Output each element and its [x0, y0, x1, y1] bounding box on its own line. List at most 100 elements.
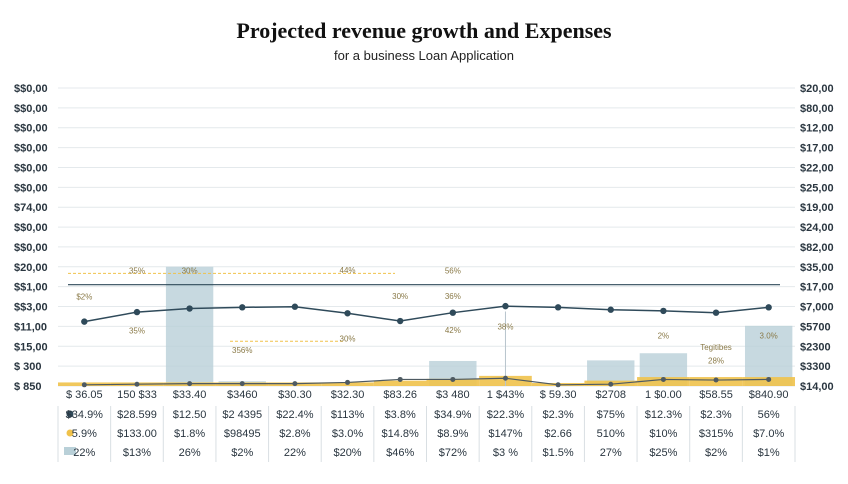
- revenue-point: [186, 305, 193, 312]
- table-cell: $2 4395: [222, 409, 262, 421]
- table-cell: 22%: [73, 447, 95, 459]
- chart-subtitle: for a business Loan Application: [334, 48, 514, 63]
- data-annotation: 42%: [445, 326, 461, 335]
- y-tick-label-right: $20,00: [800, 83, 834, 95]
- revenue-point: [396, 317, 404, 325]
- baseline-line: [84, 377, 769, 386]
- table-cell: $2%: [705, 447, 727, 459]
- y-tick-label-left: $ 300: [14, 361, 42, 373]
- y-tick-label-right: $17,00: [800, 143, 834, 155]
- table-cell: $75%: [597, 409, 625, 421]
- table-cell: 22%: [284, 447, 306, 459]
- data-annotation: 35%: [129, 327, 145, 336]
- y-tick-label-right: $17,00: [800, 282, 834, 294]
- x-tick-label: 1 $0.00: [645, 389, 682, 401]
- table-cell: $98495: [224, 428, 261, 440]
- table-cell: $34.9%: [434, 409, 472, 421]
- legend-expenses-marker: [66, 429, 74, 437]
- table-cell: 56%: [758, 409, 780, 421]
- table-cell: $7.0%: [753, 428, 784, 440]
- data-annotation: $2%: [76, 293, 92, 302]
- y-tick-label-left: $ 850: [14, 381, 42, 393]
- table-cell: $8.9%: [437, 428, 468, 440]
- data-annotation: 356%: [232, 346, 252, 355]
- table-cell: $10%: [649, 428, 677, 440]
- table-cell: $3 %: [493, 447, 518, 459]
- table-cell: $2.3%: [543, 409, 574, 421]
- x-tick-label: $3 480: [436, 389, 470, 401]
- table-cell: $133.00: [117, 428, 157, 440]
- table-cell: 26%: [179, 447, 201, 459]
- legend-loan-marker: [64, 447, 76, 455]
- y-tick-label-right: $7,000: [800, 302, 834, 314]
- y-tick-label-left: $74,00: [14, 202, 48, 214]
- revenue-point: [765, 304, 772, 311]
- baseline-point: [397, 376, 403, 382]
- x-tick-label: $33.40: [173, 389, 207, 401]
- x-tick-label: $32.30: [331, 389, 365, 401]
- table-cell: $13%: [123, 447, 151, 459]
- data-annotation: 38%: [497, 322, 513, 331]
- y-tick-label-right: $2300: [800, 341, 831, 353]
- chart-title: Projected revenue growth and Expenses: [236, 18, 612, 43]
- y-tick-label-right: $5700: [800, 321, 831, 333]
- y-tick-label-left: $$0,00: [14, 103, 48, 115]
- baseline-point: [292, 381, 298, 387]
- table-cell: $3.8%: [385, 409, 416, 421]
- revenue-point: [291, 303, 299, 310]
- data-annotation: 35%: [129, 266, 145, 275]
- data-annotation: 3.0%: [760, 331, 778, 340]
- table-cell: $22.4%: [276, 409, 314, 421]
- y-tick-label-left: $$0,00: [14, 123, 48, 135]
- table-cell: $28.599: [117, 409, 157, 421]
- y-tick-label-right: $24,00: [800, 222, 834, 234]
- table-cell: $2%: [231, 447, 253, 459]
- data-annotation: 36%: [445, 292, 461, 301]
- baseline-point: [660, 376, 666, 382]
- revenue-point: [133, 308, 141, 316]
- revenue-line: [84, 305, 769, 323]
- data-annotation: 30%: [182, 266, 198, 275]
- x-tick-label: $3460: [227, 389, 258, 401]
- x-tick-label: 1 $43%: [487, 389, 525, 401]
- data-annotation: 44%: [340, 266, 356, 275]
- loan-bar: [165, 266, 214, 386]
- y-tick-label-left: $$0,00: [14, 222, 48, 234]
- y-tick-label-right: $80,00: [800, 103, 834, 115]
- revenue-point: [502, 302, 509, 310]
- baseline-point: [608, 381, 614, 387]
- revenue-point: [81, 318, 88, 325]
- x-tick-label: $840.90: [749, 389, 789, 401]
- table-cell: $147%: [488, 428, 522, 440]
- table-cell: $46%: [386, 447, 414, 459]
- x-tick-label: 150 $33: [117, 389, 157, 401]
- legend-revenue-marker: [66, 410, 74, 418]
- revenue-point: [344, 310, 351, 317]
- table-cell: 27%: [600, 447, 622, 459]
- baseline-point: [239, 381, 245, 387]
- loan-bar: [744, 325, 793, 386]
- y-tick-label-right: $14,00: [800, 381, 834, 393]
- table-cell: $25%: [649, 447, 677, 459]
- y-tick-label-right: $19,00: [800, 202, 834, 214]
- table-cell: $1.5%: [543, 447, 574, 459]
- x-tick-label: $83.26: [383, 389, 417, 401]
- revenue-point: [712, 309, 720, 316]
- revenue-point: [449, 309, 457, 316]
- baseline-point: [450, 376, 456, 382]
- y-tick-label-right: $3300: [800, 361, 831, 373]
- y-tick-label-left: $$0,00: [14, 182, 48, 194]
- y-tick-label-right: $35,00: [800, 262, 834, 274]
- table-cell: $315%: [699, 428, 733, 440]
- baseline-point: [713, 377, 719, 383]
- y-tick-label-left: $$0,00: [14, 162, 48, 174]
- table-cell: 510%: [597, 428, 625, 440]
- data-annotation: 30%: [392, 292, 408, 301]
- x-tick-label: $ 36.05: [66, 389, 103, 401]
- revenue-point: [607, 306, 614, 313]
- y-tick-label-left: $11,00: [14, 321, 47, 333]
- baseline-point: [81, 382, 87, 388]
- revenue-point: [239, 304, 246, 311]
- table-cell: $1%: [758, 447, 780, 459]
